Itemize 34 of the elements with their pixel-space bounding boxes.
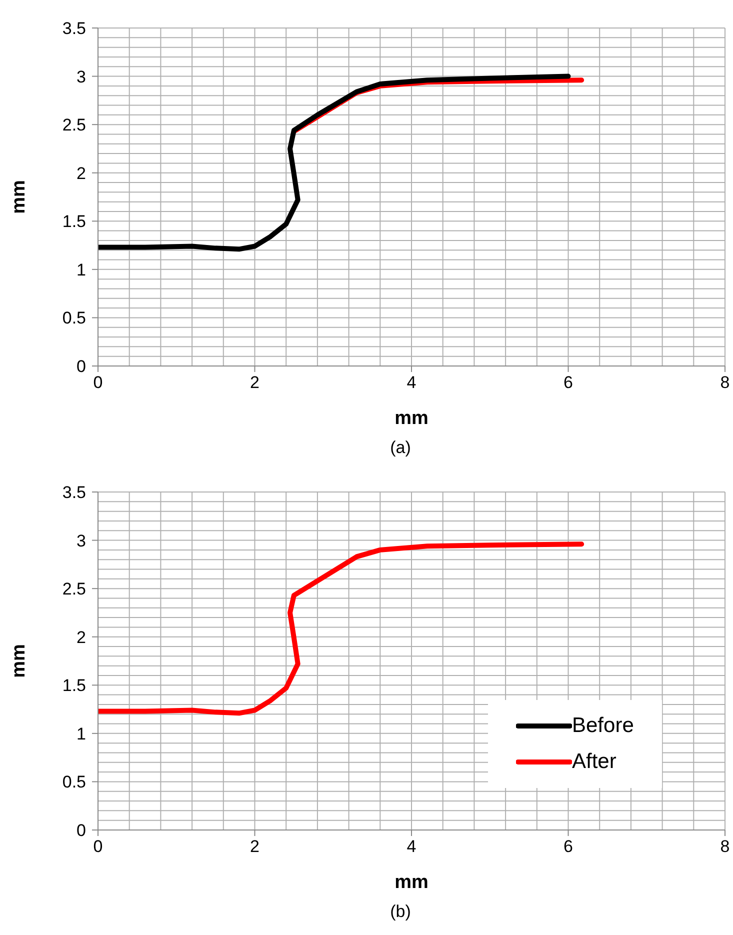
x-tick-label: 6 — [564, 373, 573, 392]
y-tick-label: 3.5 — [62, 19, 86, 38]
legend-label: Before — [572, 714, 634, 738]
y-tick-label: 0.5 — [62, 308, 86, 328]
y-tick-label: 1.5 — [62, 212, 86, 232]
x-tick-label: 4 — [406, 373, 416, 392]
y-tick-label: 1.5 — [62, 676, 86, 696]
text: (b) — [389, 902, 412, 923]
x-tick-label: 8 — [720, 837, 730, 856]
x-tick-label: 4 — [406, 837, 416, 856]
y-tick-label: 1 — [76, 260, 86, 280]
y-tick-label: 1 — [76, 724, 86, 744]
y-tick-label: 2 — [76, 164, 86, 183]
y-axis-title: mm — [8, 180, 30, 214]
y-tick-label: 0.5 — [62, 772, 86, 792]
x-axis-title: mm — [394, 872, 428, 893]
y-axis-title: mm — [8, 644, 30, 678]
x-axis-title: mm — [394, 408, 428, 429]
x-tick-label: 8 — [720, 373, 730, 392]
y-tick-label: 2 — [76, 628, 86, 647]
text: (a) — [389, 438, 412, 459]
y-tick-label: 3 — [76, 531, 86, 550]
y-tick-label: 3.5 — [62, 483, 86, 502]
y-tick-label: 2.5 — [62, 116, 86, 135]
y-tick-label: 0 — [76, 357, 86, 376]
x-tick-label: 0 — [93, 837, 103, 856]
x-tick-label: 0 — [93, 373, 103, 392]
y-tick-label: 3 — [76, 67, 86, 86]
y-tick-label: 0 — [76, 821, 86, 840]
x-tick-label: 2 — [250, 373, 260, 392]
legend-label: After — [572, 750, 616, 774]
x-tick-label: 2 — [250, 837, 260, 856]
y-tick-label: 2.5 — [62, 580, 86, 599]
x-tick-label: 6 — [564, 837, 573, 856]
